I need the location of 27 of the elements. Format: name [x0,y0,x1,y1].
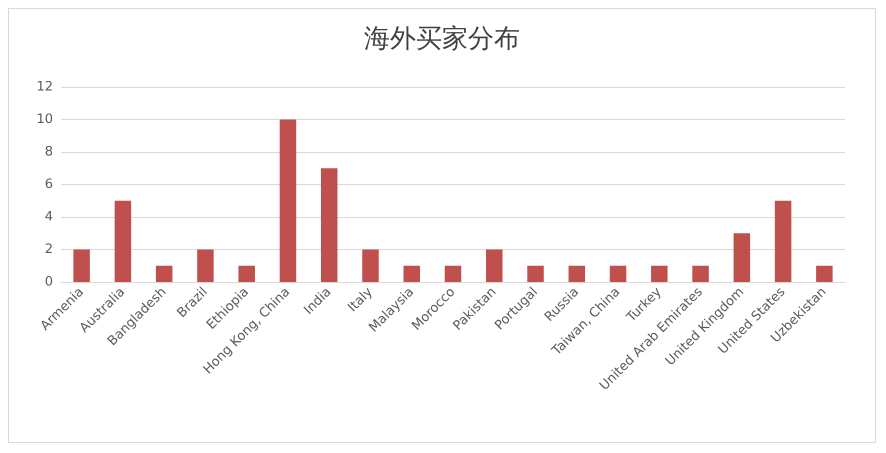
bar [527,266,544,282]
bar [692,266,709,282]
y-tick-label: 6 [44,177,53,192]
bar [486,250,503,282]
bar [156,266,172,282]
bar [73,250,90,282]
chart-title: 海外买家分布 [364,24,520,54]
bar [610,266,626,282]
bar [774,200,792,282]
bar [651,266,668,282]
bar [197,250,214,282]
bar [320,168,338,282]
y-tick-label: 12 [36,80,53,94]
bar [403,266,420,282]
bar [444,266,462,282]
y-tick-label: 4 [44,210,53,224]
bar [114,200,132,282]
bar [568,266,586,282]
bar [362,250,379,282]
y-tick-label: 0 [44,274,53,290]
y-tick-label: 8 [44,144,53,160]
bar [238,266,255,282]
y-tick-label: 10 [36,112,53,127]
bar [280,120,296,282]
y-tick-label: 2 [44,242,53,257]
bar [816,266,833,282]
bar [734,233,750,282]
